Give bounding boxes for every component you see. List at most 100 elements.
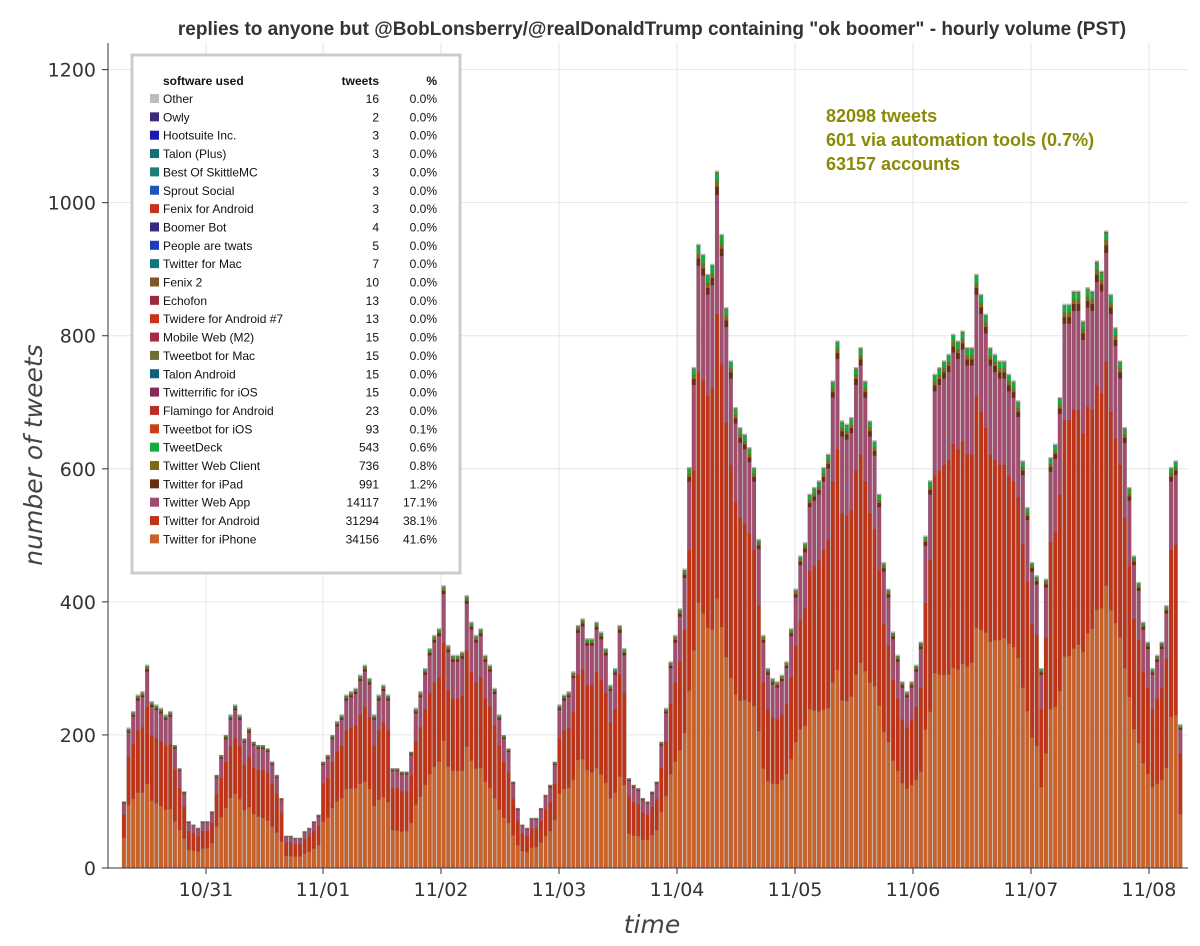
bar-segment-twitter-for-ipad (399, 773, 405, 775)
bar-segment-twitter-web-app (761, 642, 766, 683)
bar-segment-twitter-web-app (1080, 339, 1086, 434)
bar-segment-twitter-web-app (724, 326, 729, 423)
bar-segment-twitter-for-iphone (589, 772, 594, 869)
bar-segment-twitter-for-iphone (548, 830, 553, 869)
bar-segment-other (955, 340, 960, 342)
bar-segment-twitter-for-iphone (200, 848, 205, 869)
bar-segment-twitter-for-iphone (223, 807, 228, 869)
bar-segment-twitter-for-iphone (724, 656, 729, 869)
bar-segment-twitter-web-client (840, 427, 845, 432)
bar-segment-twitter-for-iphone (622, 785, 627, 869)
legend-tweet-count: 15 (366, 349, 380, 363)
bar-segment-twitter-web-app (395, 771, 400, 789)
bar-segment-twitter-web-app (209, 813, 215, 824)
bar-segment-twitter-for-iphone (738, 700, 743, 869)
bar-segment-twitter-for-ipad (321, 763, 326, 766)
bar-segment-twitter-web-client (798, 558, 803, 562)
bar-segment-twitter-for-ipad (270, 763, 275, 766)
bar-segment-twitter-web-app (974, 294, 979, 397)
bar-segment-tweetdeck (1136, 583, 1141, 586)
bar-segment-twitter-for-iphone (677, 749, 682, 869)
bar-segment-twitter-for-android (233, 737, 238, 795)
bar-segment-other (900, 681, 905, 683)
bar-segment-other (812, 486, 817, 489)
bar-segment-other (580, 618, 585, 620)
bar-segment-twitter-web-client (608, 687, 613, 689)
bar-segment-twitter-for-android (992, 459, 998, 641)
bar-segment-other (487, 664, 493, 667)
bar-segment-other (483, 654, 488, 657)
bar-segment-twitter-web-app (1159, 648, 1164, 688)
bar-segment-twitter-web-app (339, 719, 344, 747)
bar-segment-twitter-for-ipad (571, 675, 576, 679)
bar-segment-twitter-for-iphone (728, 677, 733, 869)
y-tick-label: 200 (60, 725, 96, 747)
bar-segment-other (566, 691, 571, 693)
bar-segment-twitter-for-android (455, 698, 460, 772)
bar-segment-twitter-web-client (756, 542, 761, 546)
bar-segment-other (835, 340, 840, 342)
bar-segment-other (1002, 360, 1007, 362)
bar-segment-twitter-for-ipad (172, 747, 177, 749)
bar-segment-twitter-for-ipad (1173, 470, 1178, 476)
bar-segment-twitter-for-android (557, 737, 562, 795)
bar-segment-other (997, 360, 1002, 362)
bar-segment-twitter-web-app (867, 436, 872, 513)
bar-segment-other (932, 373, 937, 376)
bar-segment-twitter-web-app (399, 774, 405, 792)
bar-segment-twitter-web-client (1178, 726, 1183, 728)
bar-segment-twitter-for-iphone (557, 793, 562, 869)
bar-segment-twitter-for-ipad (409, 753, 414, 756)
bar-segment-tweetdeck (719, 235, 724, 244)
bar-segment-twitter-web-app (765, 674, 771, 710)
bar-segment-twitter-for-iphone (186, 849, 191, 869)
bar-segment-twitter-for-android (1080, 433, 1086, 653)
bar-segment-twitter-for-ipad (751, 476, 757, 482)
bar-segment-tweetdeck (469, 623, 474, 625)
bar-segment-twitter-for-iphone (251, 813, 256, 869)
bar-segment-other (1076, 290, 1081, 293)
bar-segment-twitter-web-app (469, 629, 474, 672)
bar-segment-twitter-for-android (747, 533, 752, 703)
bar-segment-tweetdeck (951, 335, 956, 343)
bar-segment-other (756, 538, 761, 541)
bar-segment-twitter-for-android (348, 727, 354, 789)
x-tick-label: 11/05 (768, 879, 823, 901)
bar-segment-twitter-for-ipad (1118, 372, 1123, 379)
bar-segment-other (1039, 667, 1044, 670)
bar-segment-twitter-web-app (219, 758, 224, 778)
bar-segment-other (126, 727, 131, 730)
bar-segment-twitter-for-android (538, 820, 544, 843)
bar-segment-twitter-for-iphone (460, 770, 465, 869)
bar-segment-tweetdeck (724, 309, 729, 316)
bar-segment-twitter-web-app (506, 751, 511, 773)
bar-segment-twitter-web-app (1090, 310, 1095, 410)
bar-segment-other (353, 687, 358, 690)
bar-segment-twitter-for-ipad (335, 724, 340, 727)
legend-tweet-count: 10 (366, 276, 380, 290)
bar-segment-twitter-for-ipad (1080, 333, 1086, 341)
bar-segment-twitter-for-iphone (182, 838, 187, 869)
bar-segment-twitter-for-iphone (580, 759, 585, 869)
bar-segment-tweetdeck (830, 382, 835, 389)
bar-segment-twitter-for-iphone (409, 822, 414, 869)
bar-segment-twitter-web-client (1141, 624, 1146, 627)
bar-segment-twitter-for-iphone (423, 784, 428, 869)
bar-segment-twitter-for-iphone (705, 627, 710, 869)
legend-swatch (150, 314, 159, 324)
bar-segment-twitter-for-ipad (1034, 580, 1039, 585)
bar-segment-twitter-for-android (1043, 637, 1049, 754)
bar-segment-twitter-for-android (1104, 361, 1109, 586)
bar-segment-twitter-for-ipad (955, 352, 960, 360)
bar-segment-twitter-for-android (529, 828, 534, 848)
bar-segment-tweetdeck (816, 481, 821, 487)
y-tick-label: 1200 (48, 60, 96, 82)
legend-swatch (150, 424, 159, 434)
bar-segment-twitter-web-client (1034, 578, 1039, 582)
bar-segment-twitter-for-android (330, 761, 335, 809)
bar-segment-twitter-for-ipad (960, 343, 965, 350)
bar-segment-twitter-web-client (923, 539, 928, 543)
bar-segment-other (710, 263, 715, 266)
bar-segment-tweetdeck (464, 596, 469, 599)
bar-segment-tweetdeck (733, 408, 738, 415)
